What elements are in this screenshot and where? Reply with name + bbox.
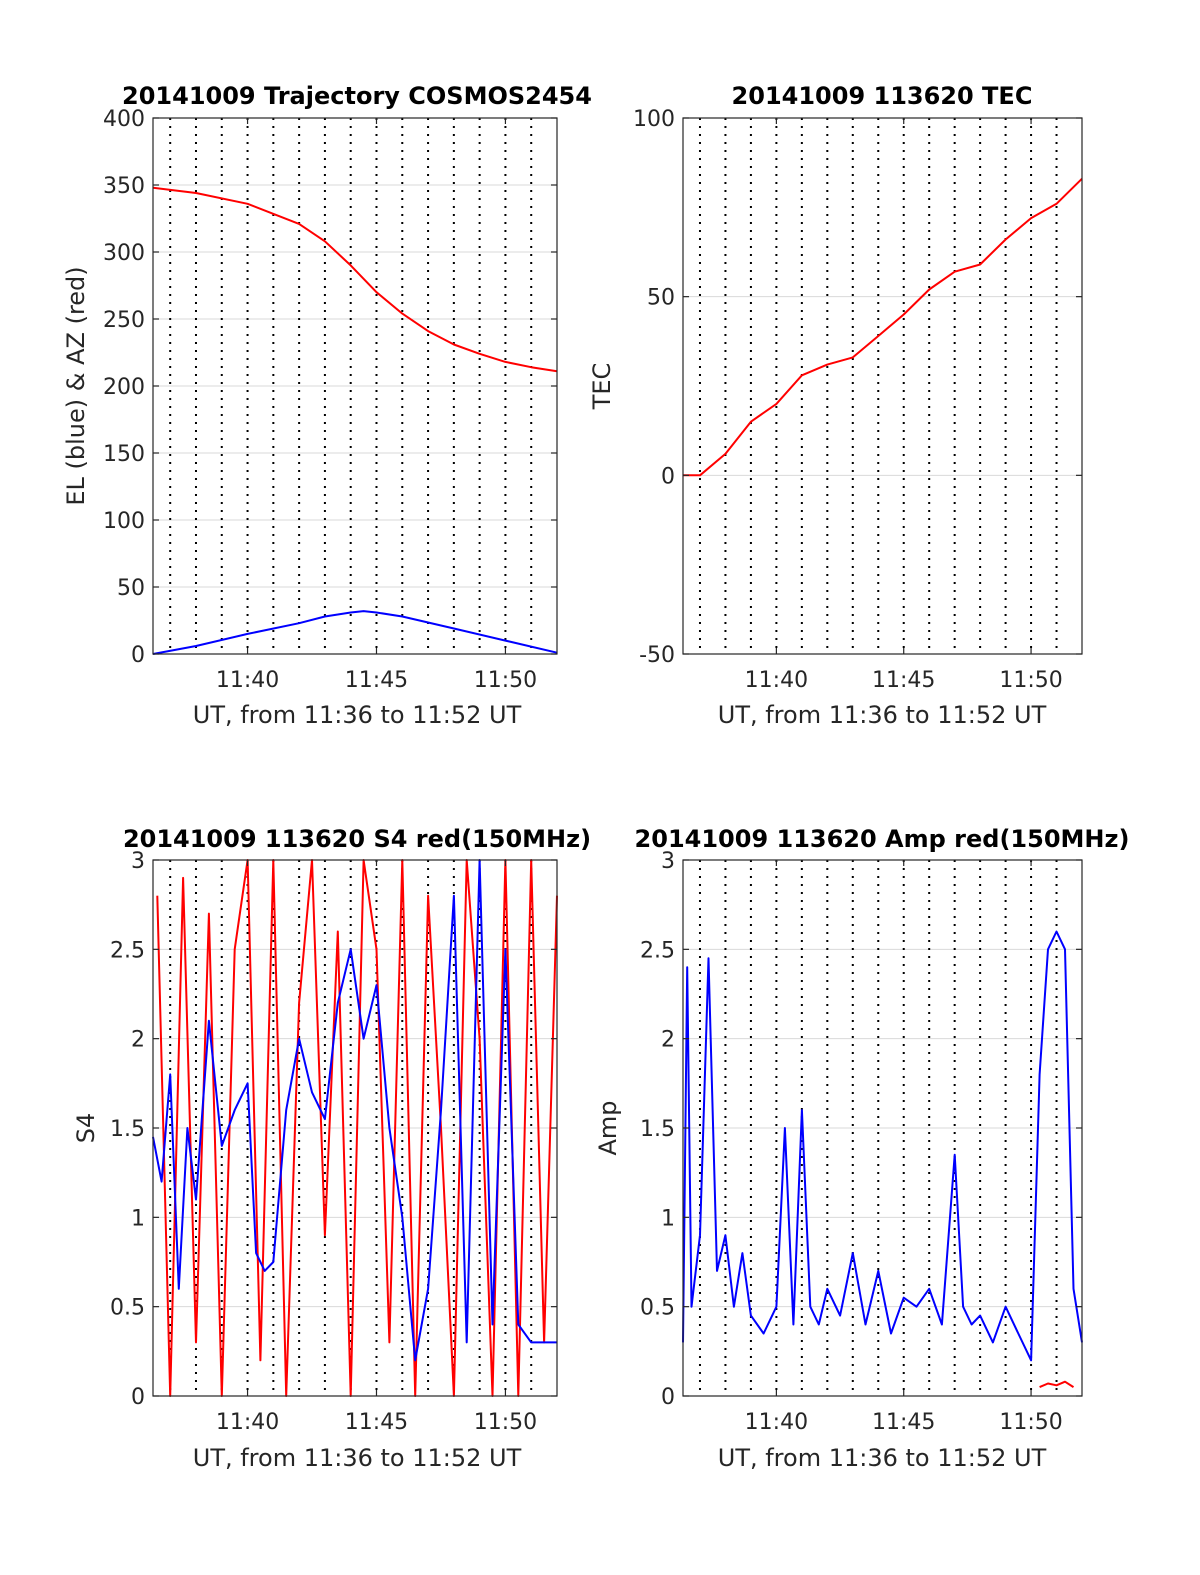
x-axis-label: UT, from 11:36 to 11:52 UT	[193, 1444, 522, 1472]
y-tick-label: 2	[661, 1028, 675, 1053]
series-line	[1039, 1380, 1075, 1389]
series-line	[152, 610, 558, 655]
panel-trajectory: 20141009 Trajectory COSMOS2454 UT, from …	[62, 82, 592, 729]
y-tick-label: 2	[131, 1028, 145, 1053]
y-tick-label: 3	[661, 849, 675, 874]
y-tick-label: -50	[639, 643, 675, 668]
panel-s4: 20141009 113620 S4 red(150MHz) UT, from …	[72, 825, 591, 1472]
y-tick-label: 0	[661, 1385, 675, 1410]
x-tick-label: 11:45	[872, 1410, 935, 1435]
y-tick-label: 1.5	[110, 1117, 145, 1142]
x-tick-label: 11:40	[216, 1410, 279, 1435]
x-axis-label: UT, from 11:36 to 11:52 UT	[718, 701, 1047, 729]
x-tick-label: 11:45	[345, 668, 408, 693]
y-tick-label: 50	[117, 576, 145, 601]
chart-title: 20141009 113620 S4 red(150MHz)	[123, 825, 591, 853]
plot-area: 0 0.5 1 1.5 2 2.5 3 11:40 11:45 11:50	[110, 849, 558, 1435]
y-tick-label: 2.5	[640, 938, 675, 963]
y-tick-label: 0.5	[110, 1296, 145, 1321]
panel-tec: 20141009 113620 TEC UT, from 11:36 to 11…	[588, 82, 1083, 729]
y-tick-label: 300	[103, 241, 145, 266]
y-tick-label: 0.5	[640, 1296, 675, 1321]
chart-title: 20141009 Trajectory COSMOS2454	[122, 82, 592, 110]
series-line	[152, 859, 557, 1362]
y-tick-label: 2.5	[110, 938, 145, 963]
x-tick-label: 11:40	[216, 668, 279, 693]
y-tick-label: 100	[633, 107, 675, 132]
chart-title: 20141009 113620 Amp red(150MHz)	[635, 825, 1130, 853]
y-tick-label: 50	[647, 286, 675, 311]
series-line	[682, 930, 1083, 1362]
plot-area: 0 0.5 1 1.5 2 2.5 3 11:40 11:45 11:50	[640, 849, 1083, 1435]
y-tick-label: 3	[131, 849, 145, 874]
x-axis-label: UT, from 11:36 to 11:52 UT	[193, 701, 522, 729]
y-axis-label: Amp	[594, 1100, 622, 1155]
x-tick-label: 11:50	[474, 1410, 537, 1435]
y-tick-label: 250	[103, 308, 145, 333]
y-axis-label: EL (blue) & AZ (red)	[62, 266, 90, 505]
y-axis-label: S4	[72, 1113, 100, 1144]
y-tick-label: 0	[131, 1385, 145, 1410]
chart-title: 20141009 113620 TEC	[732, 82, 1033, 110]
y-tick-label: 0	[131, 643, 145, 668]
x-tick-label: 11:45	[345, 1410, 408, 1435]
plot-area: 0 50 100 150 200 250 300 350 400 11:40 11:45 11:50	[103, 107, 558, 693]
y-tick-label: 100	[103, 509, 145, 534]
y-tick-label: 400	[103, 107, 145, 132]
y-tick-label: 1	[661, 1206, 675, 1231]
y-tick-label: 1.5	[640, 1117, 675, 1142]
y-tick-label: 150	[103, 442, 145, 467]
y-tick-label: 0	[661, 464, 675, 489]
series-line	[152, 186, 558, 373]
y-tick-label: 200	[103, 375, 145, 400]
plot-area: -50 0 50 100 11:40 11:45 11:50	[633, 107, 1083, 693]
x-axis-label: UT, from 11:36 to 11:52 UT	[718, 1444, 1047, 1472]
series-line	[683, 177, 1083, 477]
y-axis-label: TEC	[588, 363, 616, 411]
y-tick-label: 1	[131, 1206, 145, 1231]
axes-box	[682, 117, 1083, 655]
x-tick-label: 11:50	[999, 1410, 1062, 1435]
x-tick-label: 11:45	[872, 668, 935, 693]
x-tick-label: 11:40	[745, 1410, 808, 1435]
series-line	[156, 859, 558, 1397]
x-tick-label: 11:50	[474, 668, 537, 693]
x-tick-label: 11:40	[745, 668, 808, 693]
y-tick-label: 350	[103, 174, 145, 199]
x-tick-label: 11:50	[999, 668, 1062, 693]
panel-amp: 20141009 113620 Amp red(150MHz) UT, from…	[594, 825, 1129, 1472]
